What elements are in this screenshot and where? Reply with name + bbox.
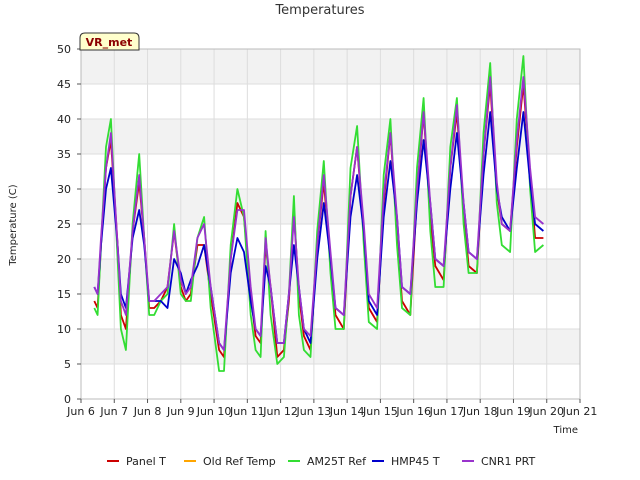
- legend-label: CNR1 PRT: [481, 455, 536, 468]
- y-tick-label: 5: [64, 358, 71, 371]
- x-tick-label: Jun 15: [362, 405, 398, 418]
- y-tick-label: 30: [57, 183, 71, 196]
- x-tick-label: Jun 7: [99, 405, 128, 418]
- x-tick-label: Jun 16: [395, 405, 431, 418]
- y-tick-label: 20: [57, 253, 71, 266]
- y-tick-label: 45: [57, 78, 71, 91]
- y-tick-label: 15: [57, 288, 71, 301]
- x-tick-label: Jun 11: [229, 405, 265, 418]
- x-tick-label: Jun 8: [133, 405, 162, 418]
- series-line-am25t-ref: [93, 55, 544, 372]
- y-axis-label: Temperature (C): [8, 184, 19, 266]
- y-tick-label: 10: [57, 323, 71, 336]
- y-tick-label: 40: [57, 113, 71, 126]
- y-tick-label: 50: [57, 43, 71, 56]
- x-tick-label: Jun 17: [429, 405, 465, 418]
- background-band: [81, 49, 580, 84]
- x-tick-label: Jun 9: [166, 405, 195, 418]
- x-tick-label: Jun 21: [562, 405, 598, 418]
- series-layer: [93, 55, 544, 372]
- y-axis-ticks: 0 5 10 15 20 25 30 35 40 45 50: [57, 43, 81, 406]
- y-tick-label: 35: [57, 148, 71, 161]
- x-tick-label: Jun 20: [528, 405, 564, 418]
- legend: Panel T Old Ref Temp AM25T Ref HMP45 T CNR1 …: [107, 455, 536, 468]
- station-badge: VR_met: [79, 32, 140, 51]
- x-tick-label: Jun 18: [462, 405, 498, 418]
- x-axis-label: Time: [553, 425, 578, 436]
- legend-label: Panel T: [126, 455, 166, 468]
- badge-box: [79, 32, 140, 51]
- background-band: [81, 329, 580, 364]
- y-tick-label: 0: [64, 393, 71, 406]
- series-line-cnr1-prt: [93, 76, 544, 351]
- y-tick-label: 25: [57, 218, 71, 231]
- x-tick-label: Jun 19: [495, 405, 531, 418]
- legend-label: AM25T Ref: [307, 455, 367, 468]
- badge-label: VR_met: [86, 36, 133, 49]
- chart-title: Temperatures: [274, 3, 364, 18]
- background-bands: [81, 49, 580, 364]
- legend-label: Old Ref Temp: [203, 455, 276, 468]
- legend-label: HMP45 T: [391, 455, 440, 468]
- background-band: [81, 189, 580, 224]
- x-tick-label: Jun 13: [296, 405, 332, 418]
- x-tick-label: Jun 12: [262, 405, 298, 418]
- background-band: [81, 119, 580, 154]
- x-tick-label: Jun 10: [196, 405, 232, 418]
- x-tick-label: Jun 14: [329, 405, 365, 418]
- x-tick-label: Jun 6: [66, 405, 95, 418]
